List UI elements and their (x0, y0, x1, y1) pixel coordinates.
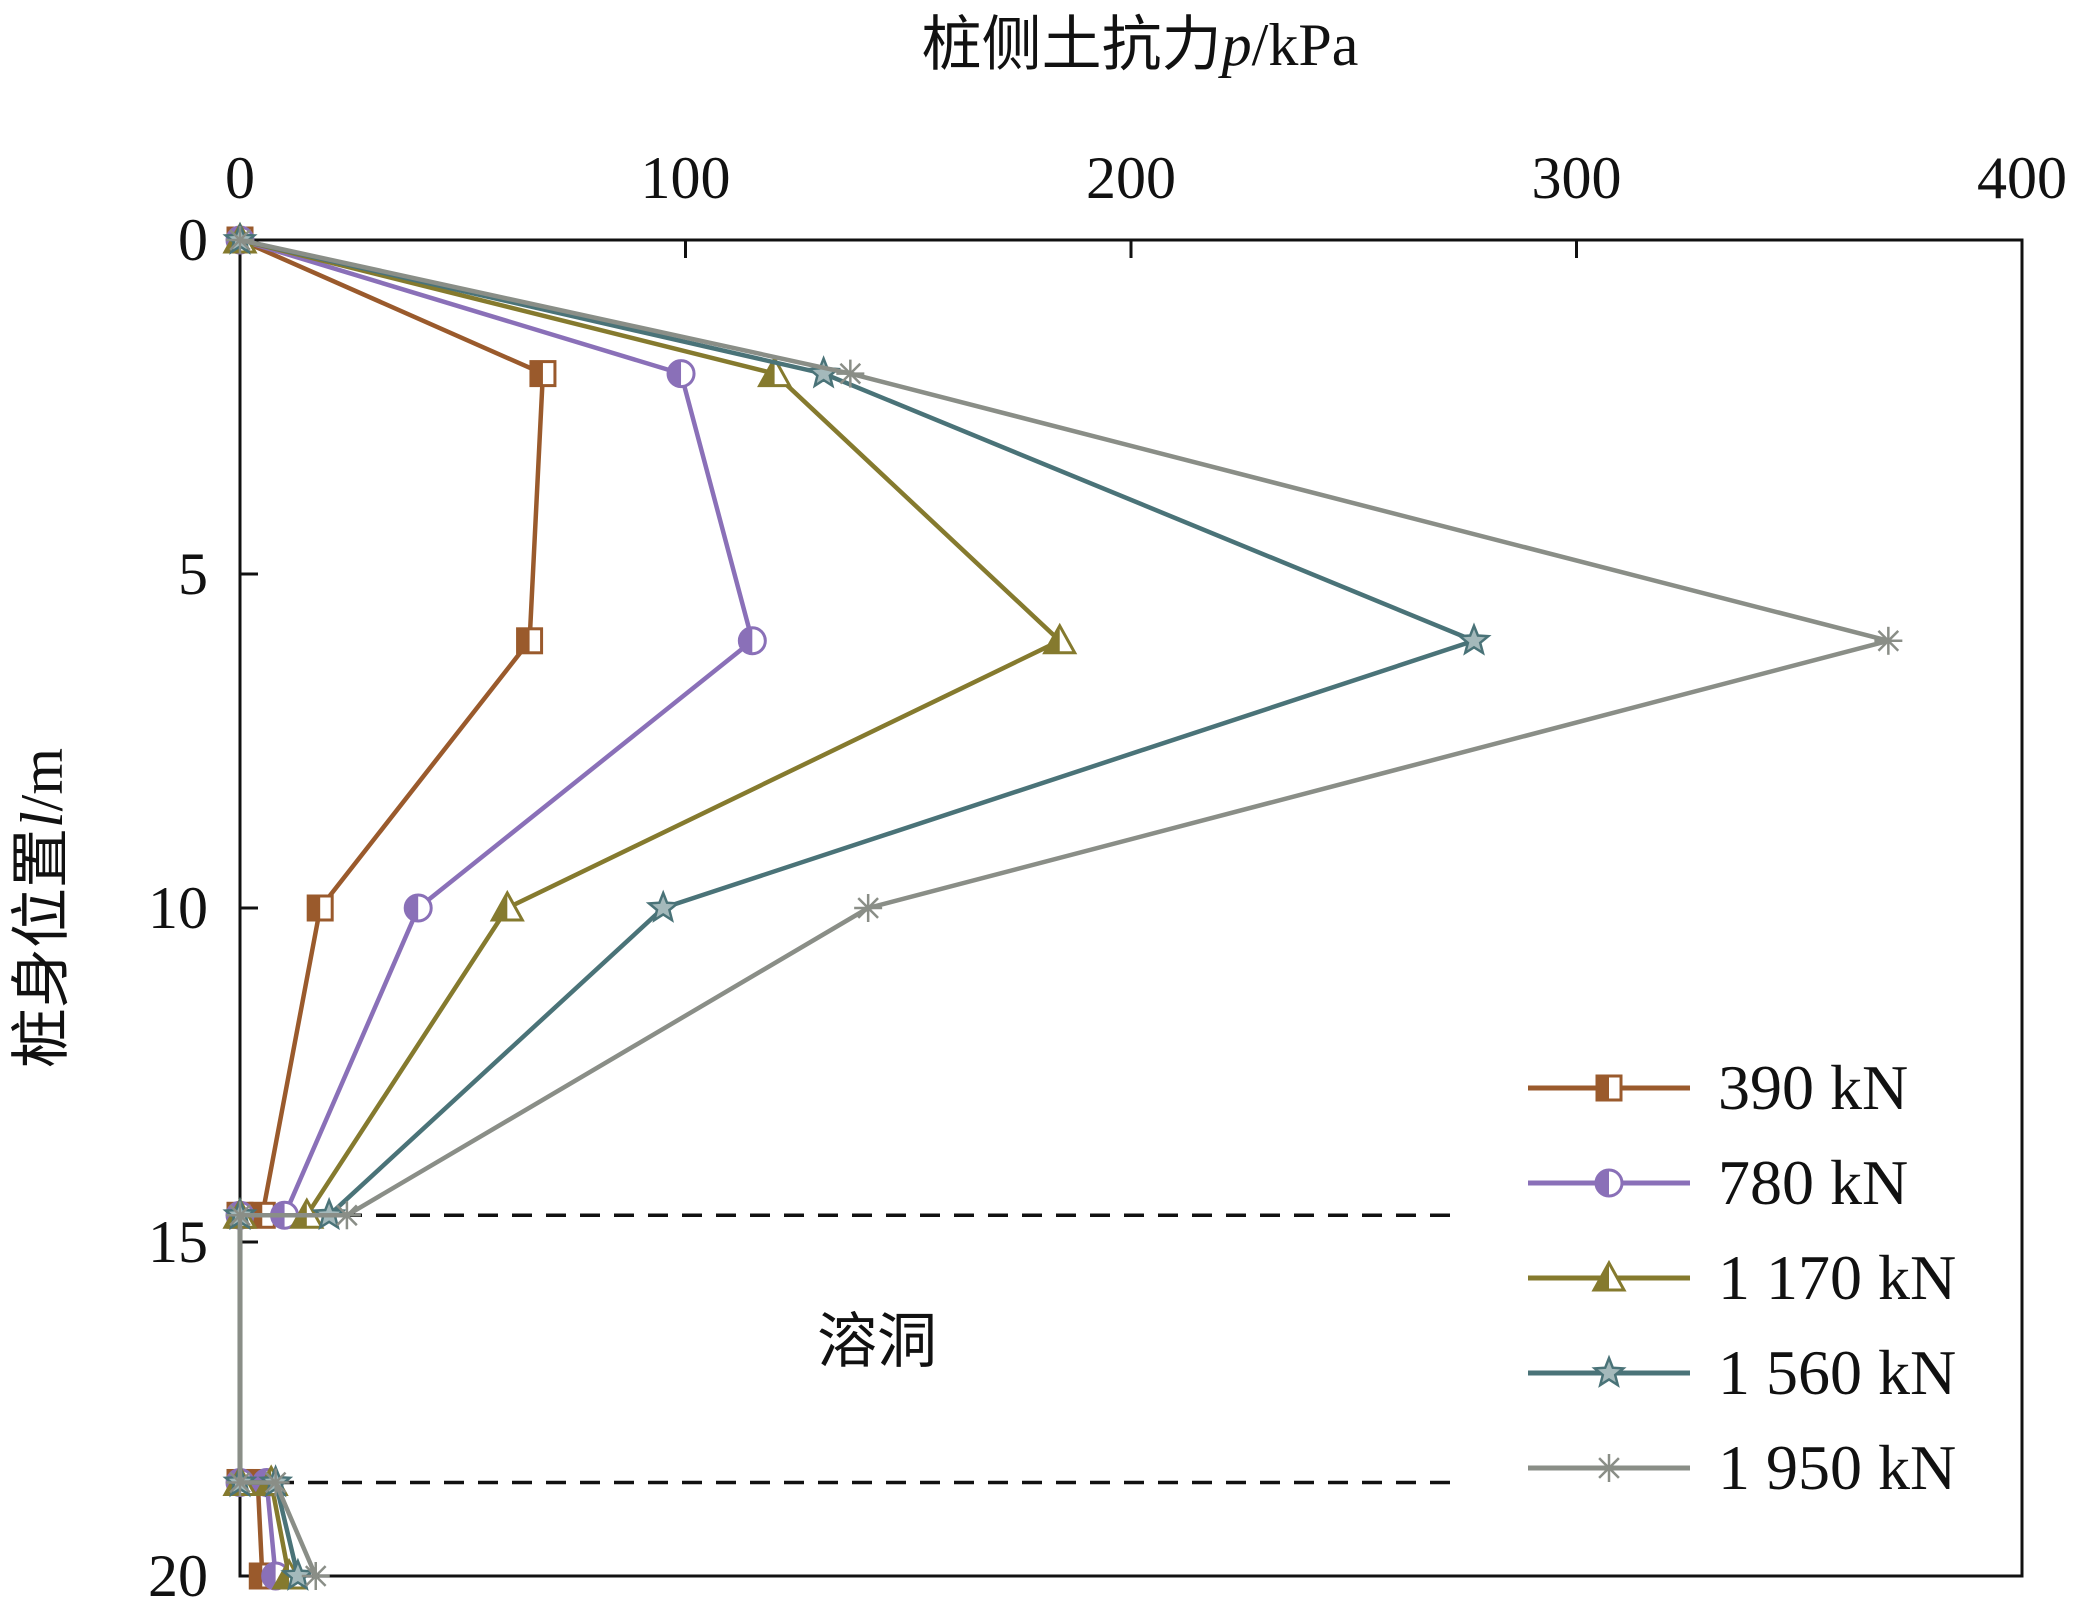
y-tick-label: 5 (178, 541, 208, 607)
legend-item: 1 170 kN (1528, 1242, 1956, 1313)
legend-marker-fill (1597, 1076, 1609, 1100)
y-tick-label: 20 (148, 1543, 208, 1609)
legend-item: 1 560 kN (1528, 1337, 1956, 1408)
data-point-fill (405, 895, 419, 921)
cavity-annotation: 溶洞 (817, 1309, 937, 1375)
legend-marker-fill (1594, 1358, 1624, 1386)
y-axis-unit: /m (9, 748, 75, 811)
legend-label: 780 kN (1718, 1147, 1908, 1218)
legend-label: 1 560 kN (1718, 1337, 1956, 1408)
series-5 (226, 226, 1903, 1590)
data-point-fill (517, 628, 530, 653)
x-tick-label: 200 (1086, 145, 1176, 211)
data-point (264, 1471, 287, 1494)
series-line (237, 237, 1062, 1577)
data-point (1877, 630, 1900, 652)
legend-label: 1 950 kN (1718, 1432, 1956, 1503)
legend-item: 390 kN (1528, 1052, 1908, 1123)
y-axis-label: 桩身位置 (9, 828, 75, 1068)
data-point-fill (649, 893, 678, 921)
data-point-fill (739, 627, 753, 654)
axis-ticks: 0 100 200 300 400 0 5 10 15 20 (148, 145, 2067, 1609)
y-axis-variable: l (9, 811, 75, 828)
data-point-fill (250, 1564, 263, 1588)
x-tick-label: 300 (1532, 145, 1622, 211)
legend: 390 kN 780 kN 1 170 kN 1 560 kN 1 950 kN (1528, 1052, 1956, 1503)
data-point-fill (262, 1563, 276, 1589)
data-point-fill (668, 360, 682, 387)
data-point-fill (492, 893, 508, 920)
data-point-fill (809, 358, 838, 386)
legend-item: 1 950 kN (1528, 1432, 1956, 1503)
x-axis-label: 桩侧土抗力 (922, 12, 1222, 78)
y-axis-title: 桩身位置l/m (9, 748, 75, 1068)
series-3 (222, 221, 1078, 1590)
legend-label: 390 kN (1718, 1052, 1908, 1123)
legend-marker (1598, 1457, 1620, 1479)
legend-item: 780 kN (1528, 1147, 1908, 1218)
y-tick-label: 0 (178, 207, 208, 273)
data-point-fill (1459, 625, 1489, 653)
y-tick-label: 15 (148, 1209, 208, 1275)
x-axis-unit: /kPa (1252, 12, 1359, 78)
data-point (229, 1204, 251, 1227)
data-point-fill (283, 1561, 313, 1589)
x-axis-variable: p (1218, 12, 1252, 78)
x-tick-label: 0 (225, 145, 255, 211)
data-point (839, 362, 862, 385)
data-point (857, 897, 879, 919)
data-point-fill (274, 1561, 290, 1588)
data-point (229, 229, 251, 251)
data-point-fill (530, 361, 543, 386)
x-tick-label: 100 (641, 145, 731, 211)
legend-marker-fill (1596, 1170, 1609, 1196)
legend-marker-fill (1594, 1263, 1609, 1290)
y-tick-label: 10 (148, 875, 208, 941)
x-tick-label: 400 (1977, 145, 2067, 211)
series-group (222, 221, 1903, 1591)
data-point (304, 1565, 327, 1587)
data-point-fill (1044, 625, 1060, 653)
data-point-fill (759, 358, 775, 386)
series-line (237, 237, 1891, 1577)
legend-label: 1 170 kN (1718, 1242, 1956, 1313)
data-point (336, 1204, 358, 1227)
x-axis-title: 桩侧土抗力p/kPa (922, 12, 1359, 78)
data-point-fill (308, 896, 321, 920)
data-point (229, 1471, 251, 1494)
